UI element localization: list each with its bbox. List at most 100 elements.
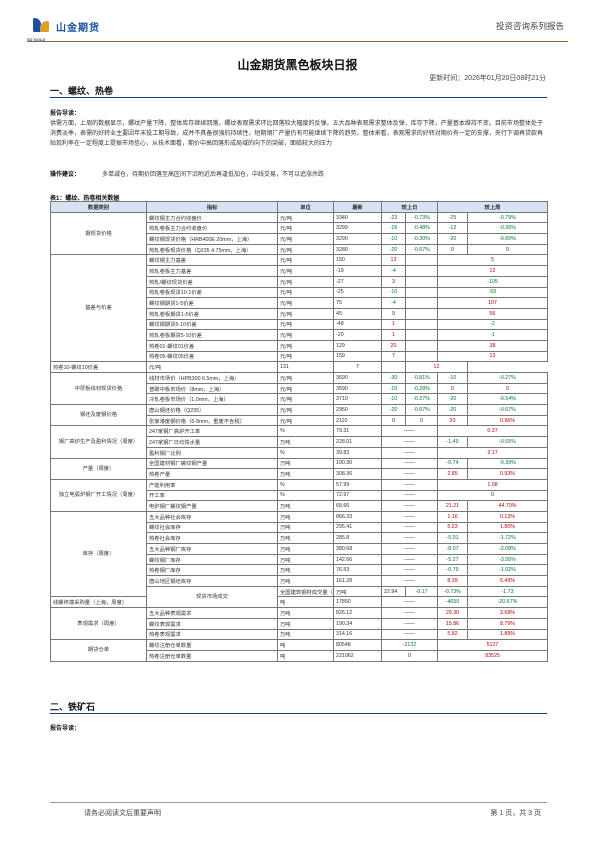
vs-week-cell: -20 <box>437 393 468 406</box>
category-cell: 现货市场成交 <box>146 585 278 609</box>
vs-day-pct-cell <box>405 297 438 309</box>
vs-day-pct-cell <box>405 307 438 320</box>
unit-cell: 元/吨 <box>277 350 334 363</box>
vs-day-pct-cell <box>405 350 438 363</box>
vs-day-cell: —— <box>381 510 438 523</box>
col-header-category: 数据类别 <box>50 201 147 213</box>
unit-cell: 万吨 <box>333 585 382 598</box>
table-row: 热轧/螺纹现货价差 元/吨 -27 3 -105 <box>51 275 548 288</box>
vs-day-cell: —— <box>381 446 438 459</box>
table-row: 钢厂高炉生产及盈利情况（周度） 247家钢厂高炉开工率% 79.31 —— 0.37 <box>50 425 548 459</box>
latest-cell: 72.97 <box>333 489 382 502</box>
vs-day-cell: 9 <box>381 307 406 320</box>
unit-cell: 元/吨 <box>277 414 334 427</box>
latest-cell: 79.31 <box>333 425 382 438</box>
vs-week-pct-cell: 1.80% <box>467 521 548 534</box>
vs-week-cell: 0 <box>437 489 548 502</box>
vs-week-pct-cell: 0 <box>467 382 548 395</box>
col-header-indicator: 指标 <box>146 201 278 213</box>
vs-day-cell: 3 <box>381 275 406 288</box>
table-row: 热卷01-螺纹01价差 元/吨 129 20 38 <box>51 339 548 352</box>
vs-week-pct-cell: -1.72% <box>467 532 548 544</box>
latest-cell: 2110 <box>333 414 382 427</box>
vs-week-cell: -8.07 <box>437 543 468 555</box>
section-divider <box>50 97 547 98</box>
unit-cell: 万吨 <box>277 532 334 544</box>
vs-week-cell: -20 <box>437 233 468 245</box>
logo-text: 山金期货 <box>56 22 100 34</box>
indicator-cell: 螺纹钢主力合约收盘价 <box>146 211 278 224</box>
vs-week-pct-cell: -2.08% <box>467 543 548 555</box>
unit-cell: 万吨 <box>277 457 334 470</box>
table-row: 张家港废钢价格（6-8mm，重废不含税） 元/吨 2110 0 0 20 0.96% <box>51 414 548 427</box>
indicator-cell: 盈利钢厂比例 <box>146 446 278 459</box>
indicator-cell: 螺纹钢期货5-10价差 <box>146 318 278 331</box>
category-cell: 期货仓单 <box>50 639 147 662</box>
vs-day-pct-cell: -0.48% <box>405 222 438 235</box>
latest-cell: 57.99 <box>333 478 382 491</box>
vs-day-cell: —— <box>381 521 438 534</box>
unit-cell: 吨 <box>277 649 334 662</box>
footer-divider <box>50 802 547 803</box>
vs-week-cell: 0 <box>437 243 468 256</box>
unit-cell: 元/吨 <box>277 286 334 299</box>
unit-cell: 元/吨 <box>277 297 334 309</box>
vs-week-cell: 12 <box>405 361 468 373</box>
vs-day-cell: -30 <box>381 372 406 384</box>
indicator-cell: 螺纹钢期货1-5价差 <box>146 297 278 309</box>
latest-cell: 142.66 <box>333 553 382 566</box>
vs-day-cell: -10 <box>381 233 406 245</box>
unit-cell: 元/吨 <box>277 307 334 320</box>
vs-week-cell: 2.17 <box>437 446 548 459</box>
vs-day-cell: 1 <box>381 318 406 331</box>
vs-day-cell: —— <box>381 489 438 502</box>
indicator-cell: 热轧卷板主力合约收盘价 <box>146 222 278 235</box>
vs-week-cell: -5.01 <box>437 532 468 544</box>
col-header-unit: 单位 <box>277 201 334 213</box>
indicator-cell: 螺纹社会库存 <box>146 521 278 534</box>
vs-week-cell: -1.73 <box>467 585 548 598</box>
op-label: 操作建议： <box>50 172 81 178</box>
vs-week-pct-cell: -20.67% <box>467 596 548 609</box>
vs-day-cell: —— <box>381 575 438 587</box>
op-text: 多单减仓，待期价回落至高区间下沿附近后再逢低加仓，中线交易，不可以追涨杀跌 <box>102 172 325 178</box>
vs-week-cell: 1.16 <box>437 510 468 523</box>
vs-week-cell: 5.82 <box>437 628 468 641</box>
unit-cell: % <box>277 425 334 438</box>
vs-week-cell: 21.21 <box>437 500 468 512</box>
vs-week-cell: -4650 <box>437 596 468 609</box>
vs-day-cell: —— <box>381 478 438 491</box>
vs-day-cell: -10 <box>381 286 406 299</box>
vs-day-cell: -20 <box>381 404 406 416</box>
col-header-vs-day: 较上日 <box>381 201 438 213</box>
category-cell: 独立电弧炉钢厂开工情况（周度） <box>50 478 147 512</box>
vs-week-cell: -12 <box>437 222 468 235</box>
table-row: 螺纹钢现货价格（HRB400E 20mm，上海） 元/吨 3290 -10 -0.30%… <box>51 233 548 245</box>
latest-cell: 380.68 <box>333 543 382 555</box>
vs-week-cell: 29.30 <box>437 607 468 619</box>
latest-cell: 17850 <box>333 596 382 609</box>
vs-day-pct-cell: -0.73% <box>405 211 438 224</box>
latest-cell: 3290 <box>333 233 382 245</box>
table-row: 螺纹钢期货5-10价差 元/吨 -48 1 -2 <box>51 318 548 331</box>
vs-day-pct-cell: -0.28% <box>405 382 438 395</box>
vs-day-cell: -0.17 <box>405 585 438 598</box>
latest-cell: -48 <box>333 318 382 331</box>
latest-cell: 45 <box>333 307 382 320</box>
vs-day-cell: 7 <box>333 361 382 373</box>
table-row: 库存（周度） 五大品种社会库存 万吨 866.33 —— 1.16 0.13% <box>50 510 548 598</box>
unit-cell: 万吨 <box>277 468 334 480</box>
vs-week-pct-cell: -0.60% <box>467 233 548 245</box>
vs-day-cell: 13 <box>381 254 406 267</box>
unit-cell: 万吨 <box>277 607 334 619</box>
section-title-iron-ore: 二、铁矿石 <box>50 702 96 712</box>
latest-cell: 76.53 <box>333 564 382 577</box>
vs-week-pct-cell: 0.96% <box>467 414 548 427</box>
latest-cell: 308.36 <box>333 468 382 480</box>
indicator-cell: 热轧/螺纹现货价差 <box>146 275 278 288</box>
unit-cell: 万吨 <box>277 436 334 448</box>
table-row: 独立电弧炉钢厂开工情况（周度） 产能利用率% 57.99 —— 1.08 <box>50 478 548 512</box>
vs-day-pct-cell: -0.27% <box>405 393 438 406</box>
category-cell: 表观需求（周度） <box>50 607 147 641</box>
unit-cell: 万吨 <box>277 543 334 555</box>
